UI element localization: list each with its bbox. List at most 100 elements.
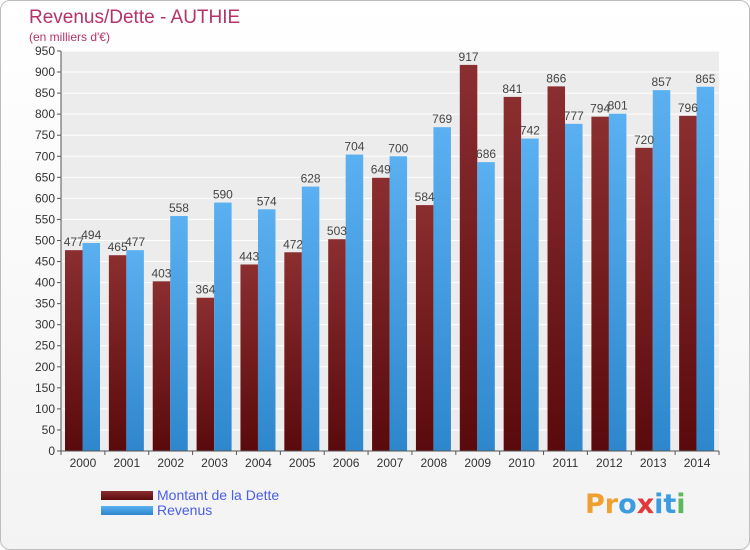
x-tick-label: 2011	[553, 456, 579, 470]
y-tick-label: 100	[35, 402, 55, 416]
y-tick-label: 600	[35, 191, 55, 205]
data-label-dette: 364	[195, 283, 215, 297]
bar-revenus	[608, 113, 627, 451]
x-tick-label: 2010	[508, 456, 535, 470]
data-label-revenus: 628	[301, 172, 321, 186]
bar-dette	[635, 147, 653, 451]
bar-revenus	[345, 154, 364, 451]
data-label-revenus: 865	[695, 72, 715, 86]
data-label-dette: 443	[239, 249, 259, 263]
x-tick-label: 2012	[596, 456, 623, 470]
data-label-dette: 866	[546, 71, 566, 85]
x-tick-label: 2009	[464, 456, 491, 470]
x-tick-label: 2008	[421, 456, 448, 470]
data-label-dette: 841	[502, 82, 522, 96]
bar-dette	[65, 250, 83, 451]
data-label-revenus: 477	[125, 235, 145, 249]
data-label-dette: 477	[64, 235, 84, 249]
bar-dette	[459, 64, 478, 451]
bar-revenus	[477, 162, 495, 451]
data-label-revenus: 686	[476, 147, 496, 161]
bar-dette	[591, 116, 609, 452]
logo-letter: P	[585, 489, 605, 520]
bar-dette	[547, 86, 566, 452]
logo-letter: r	[604, 489, 619, 520]
logo-letter: x	[636, 489, 655, 520]
y-tick-label: 950	[35, 44, 55, 58]
bar-revenus	[652, 90, 671, 451]
data-label-revenus: 769	[432, 112, 452, 126]
y-tick-label: 800	[35, 107, 55, 121]
bar-revenus	[521, 138, 539, 451]
y-tick-label: 700	[35, 149, 55, 163]
bar-revenus	[82, 243, 100, 451]
x-tick-label: 2013	[640, 456, 667, 470]
legend-label-revenus: Revenus	[157, 502, 213, 518]
data-label-dette: 649	[371, 163, 391, 177]
data-label-revenus: 700	[388, 141, 408, 155]
data-label-dette: 584	[415, 190, 435, 204]
bar-dette	[284, 252, 302, 451]
y-tick-label: 400	[35, 276, 55, 290]
bar-revenus	[433, 127, 451, 452]
data-label-revenus: 558	[169, 201, 189, 215]
bar-revenus	[696, 86, 715, 451]
data-label-revenus: 704	[344, 140, 364, 154]
x-tick-label: 2007	[377, 456, 404, 470]
bar-revenus	[389, 156, 408, 451]
x-tick-label: 2000	[70, 456, 97, 470]
chart-title: Revenus/Dette - AUTHIE	[29, 7, 241, 28]
logo-letter: t	[663, 489, 677, 520]
bar-dette	[415, 205, 434, 451]
data-label-revenus: 777	[564, 109, 584, 123]
bar-dette	[503, 96, 522, 451]
y-tick-label: 150	[35, 381, 55, 395]
x-tick-label: 2014	[684, 456, 711, 470]
data-label-dette: 503	[327, 224, 347, 238]
data-label-dette: 472	[283, 237, 303, 251]
data-label-revenus: 590	[213, 188, 233, 202]
x-tick-label: 2002	[157, 456, 184, 470]
logo-letter: o	[618, 489, 637, 520]
logo-letter: i	[654, 489, 664, 520]
legend-swatch-revenus	[101, 506, 153, 515]
y-tick-label: 250	[35, 339, 55, 353]
bar-dette	[328, 239, 346, 451]
y-tick-label: 500	[35, 233, 55, 247]
x-tick-label: 2006	[333, 456, 360, 470]
logo-letter: i	[676, 489, 686, 520]
data-label-revenus: 494	[81, 228, 101, 242]
data-label-revenus: 574	[257, 194, 277, 208]
y-tick-label: 900	[35, 65, 55, 79]
y-tick-label: 550	[35, 212, 55, 226]
data-label-dette: 796	[678, 101, 698, 115]
x-tick-label: 2001	[113, 456, 140, 470]
data-label-dette: 720	[634, 133, 654, 147]
y-tick-label: 300	[35, 318, 55, 332]
bar-revenus	[214, 202, 232, 451]
bar-revenus	[126, 250, 144, 451]
legend-swatch-dette	[101, 491, 153, 500]
data-label-dette: 917	[459, 50, 479, 64]
x-tick-label: 2005	[289, 456, 316, 470]
y-tick-label: 750	[35, 128, 55, 142]
y-tick-label: 200	[35, 360, 55, 374]
data-label-dette: 403	[151, 266, 171, 280]
legend-label-dette: Montant de la Dette	[157, 487, 280, 503]
x-tick-label: 2004	[245, 456, 272, 470]
bar-revenus	[565, 123, 583, 451]
data-label-revenus: 857	[652, 75, 672, 89]
bar-revenus	[301, 186, 320, 451]
x-tick-label: 2003	[201, 456, 228, 470]
data-label-dette: 794	[590, 102, 610, 116]
bar-revenus	[257, 209, 276, 451]
y-tick-label: 450	[35, 255, 55, 269]
y-tick-label: 650	[35, 170, 55, 184]
data-label-dette: 465	[108, 240, 128, 254]
data-label-revenus: 801	[608, 99, 628, 113]
y-tick-label: 0	[48, 444, 55, 458]
chart-subtitle: (en milliers d'€)	[29, 30, 110, 44]
y-tick-label: 50	[42, 423, 56, 437]
